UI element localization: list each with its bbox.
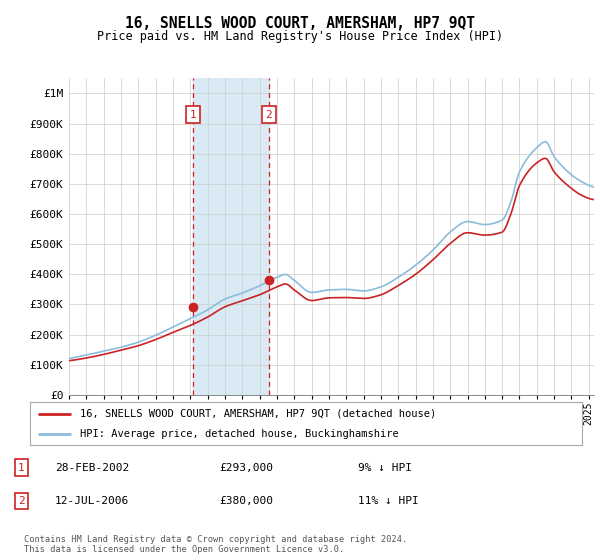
Text: 11% ↓ HPI: 11% ↓ HPI	[358, 496, 418, 506]
Text: Contains HM Land Registry data © Crown copyright and database right 2024.
This d: Contains HM Land Registry data © Crown c…	[24, 535, 407, 554]
Text: £293,000: £293,000	[220, 463, 274, 473]
Text: Price paid vs. HM Land Registry's House Price Index (HPI): Price paid vs. HM Land Registry's House …	[97, 30, 503, 44]
Text: 16, SNELLS WOOD COURT, AMERSHAM, HP7 9QT (detached house): 16, SNELLS WOOD COURT, AMERSHAM, HP7 9QT…	[80, 409, 436, 419]
Text: 2: 2	[266, 110, 272, 120]
Text: 2: 2	[18, 496, 25, 506]
Text: 1: 1	[18, 463, 25, 473]
Text: 28-FEB-2002: 28-FEB-2002	[55, 463, 130, 473]
Text: 1: 1	[190, 110, 196, 120]
Text: HPI: Average price, detached house, Buckinghamshire: HPI: Average price, detached house, Buck…	[80, 428, 398, 438]
Text: 9% ↓ HPI: 9% ↓ HPI	[358, 463, 412, 473]
Text: 12-JUL-2006: 12-JUL-2006	[55, 496, 130, 506]
Text: 16, SNELLS WOOD COURT, AMERSHAM, HP7 9QT: 16, SNELLS WOOD COURT, AMERSHAM, HP7 9QT	[125, 16, 475, 31]
Bar	[193, 78, 269, 395]
Text: £380,000: £380,000	[220, 496, 274, 506]
